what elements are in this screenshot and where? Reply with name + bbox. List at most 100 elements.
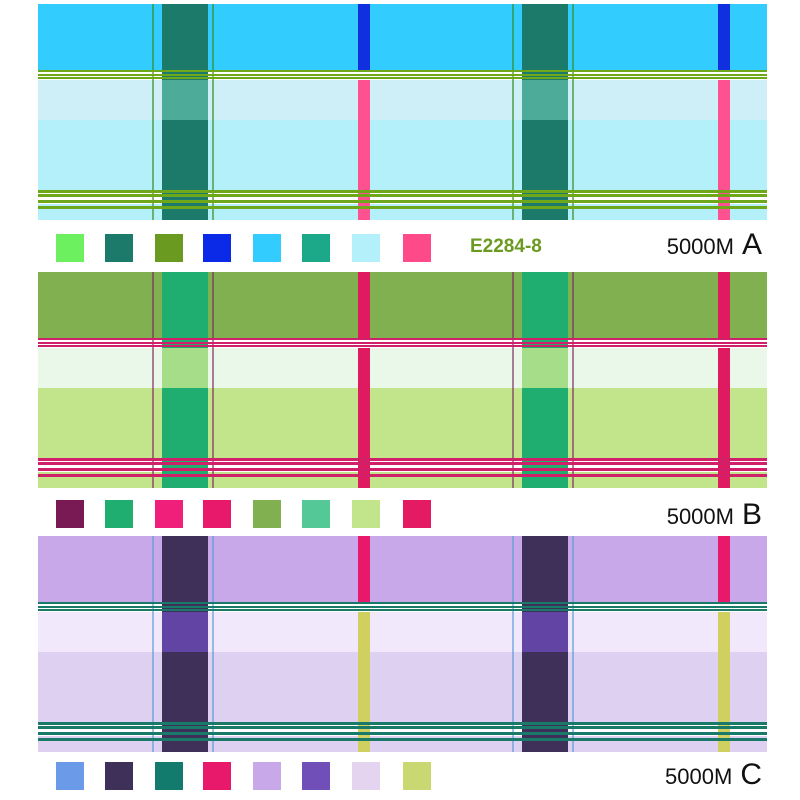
caption-c: 5000M C (665, 758, 762, 792)
band-mid (38, 120, 767, 190)
band-light (38, 612, 767, 652)
stripe-narrow (358, 348, 370, 488)
hline (38, 70, 767, 72)
stripe-narrow (718, 4, 730, 70)
color-swatch (302, 762, 330, 790)
pattern-code: E2284-8 (470, 236, 542, 257)
scale-label: 5000M (665, 764, 733, 789)
band-mid (38, 388, 767, 458)
hline (38, 194, 767, 197)
hline (38, 738, 767, 741)
stripe-narrow (358, 4, 370, 70)
hline (38, 77, 767, 79)
panel-letter: B (741, 498, 762, 531)
stripe-wide-light (162, 348, 208, 388)
color-swatch (403, 500, 431, 528)
band-top (38, 536, 767, 602)
stripe-thin (212, 272, 214, 488)
fabric-pattern-c (38, 536, 767, 752)
color-swatches-c (0, 760, 800, 800)
hline (38, 462, 767, 465)
color-swatch (253, 762, 281, 790)
band-light (38, 348, 767, 388)
color-swatch (56, 762, 84, 790)
hline (38, 474, 767, 477)
stripe-wide-light (522, 80, 568, 120)
color-swatch (403, 762, 431, 790)
fabric-pattern-a (38, 4, 767, 220)
hline (38, 468, 767, 471)
caption-b: 5000M B (667, 498, 762, 532)
stripe-narrow (358, 536, 370, 602)
color-swatch (302, 500, 330, 528)
color-swatch (253, 500, 281, 528)
stripe-narrow (358, 80, 370, 220)
color-swatch (105, 234, 133, 262)
scale-label: 5000M (666, 234, 734, 259)
stripe-thin (512, 272, 514, 488)
fabric-pattern-b (38, 272, 767, 488)
color-swatch (56, 234, 84, 262)
color-swatch (302, 234, 330, 262)
stripe-narrow (718, 348, 730, 488)
stripe-narrow (358, 272, 370, 338)
color-swatch (155, 500, 183, 528)
color-swatch (352, 762, 380, 790)
scale-label: 5000M (666, 504, 734, 529)
stripe-thin (212, 536, 214, 752)
band-mid (38, 652, 767, 722)
hline (38, 345, 767, 347)
color-swatch (352, 234, 380, 262)
color-swatches-a (0, 232, 800, 272)
hline (38, 342, 767, 344)
panel-letter: A (741, 228, 762, 261)
color-swatch (403, 234, 431, 262)
stripe-narrow (718, 536, 730, 602)
stripe-thin (152, 4, 154, 220)
color-swatch (105, 762, 133, 790)
stripe-narrow (358, 612, 370, 752)
stripe-thin (572, 4, 574, 220)
hline (38, 722, 767, 725)
stripe-wide-light (162, 80, 208, 120)
hline (38, 609, 767, 611)
hline (38, 190, 767, 193)
color-swatch (203, 234, 231, 262)
stripe-thin (152, 536, 154, 752)
hline (38, 606, 767, 608)
band-light (38, 80, 767, 120)
stripe-thin (572, 272, 574, 488)
color-swatch (155, 234, 183, 262)
color-swatch (155, 762, 183, 790)
hline (38, 74, 767, 76)
stripe-narrow (718, 612, 730, 752)
stripe-thin (572, 536, 574, 752)
stripe-wide-light (522, 612, 568, 652)
stripe-narrow (718, 80, 730, 220)
stripe-wide-light (522, 348, 568, 388)
color-swatch (203, 500, 231, 528)
hline (38, 200, 767, 203)
hline (38, 206, 767, 209)
hline (38, 732, 767, 735)
caption-a: 5000M A (667, 228, 762, 262)
color-swatch (56, 500, 84, 528)
color-swatch (203, 762, 231, 790)
color-swatch (105, 500, 133, 528)
color-swatches-b (0, 498, 800, 538)
hline (38, 726, 767, 729)
band-top (38, 4, 767, 70)
stripe-thin (512, 4, 514, 220)
band-top (38, 272, 767, 338)
stripe-wide-light (162, 612, 208, 652)
panel-letter: C (740, 758, 762, 791)
stripe-narrow (718, 272, 730, 338)
color-swatch (253, 234, 281, 262)
hline (38, 458, 767, 461)
stripe-thin (512, 536, 514, 752)
stripe-thin (212, 4, 214, 220)
hline (38, 338, 767, 340)
hline (38, 602, 767, 604)
stripe-thin (152, 272, 154, 488)
color-swatch (352, 500, 380, 528)
